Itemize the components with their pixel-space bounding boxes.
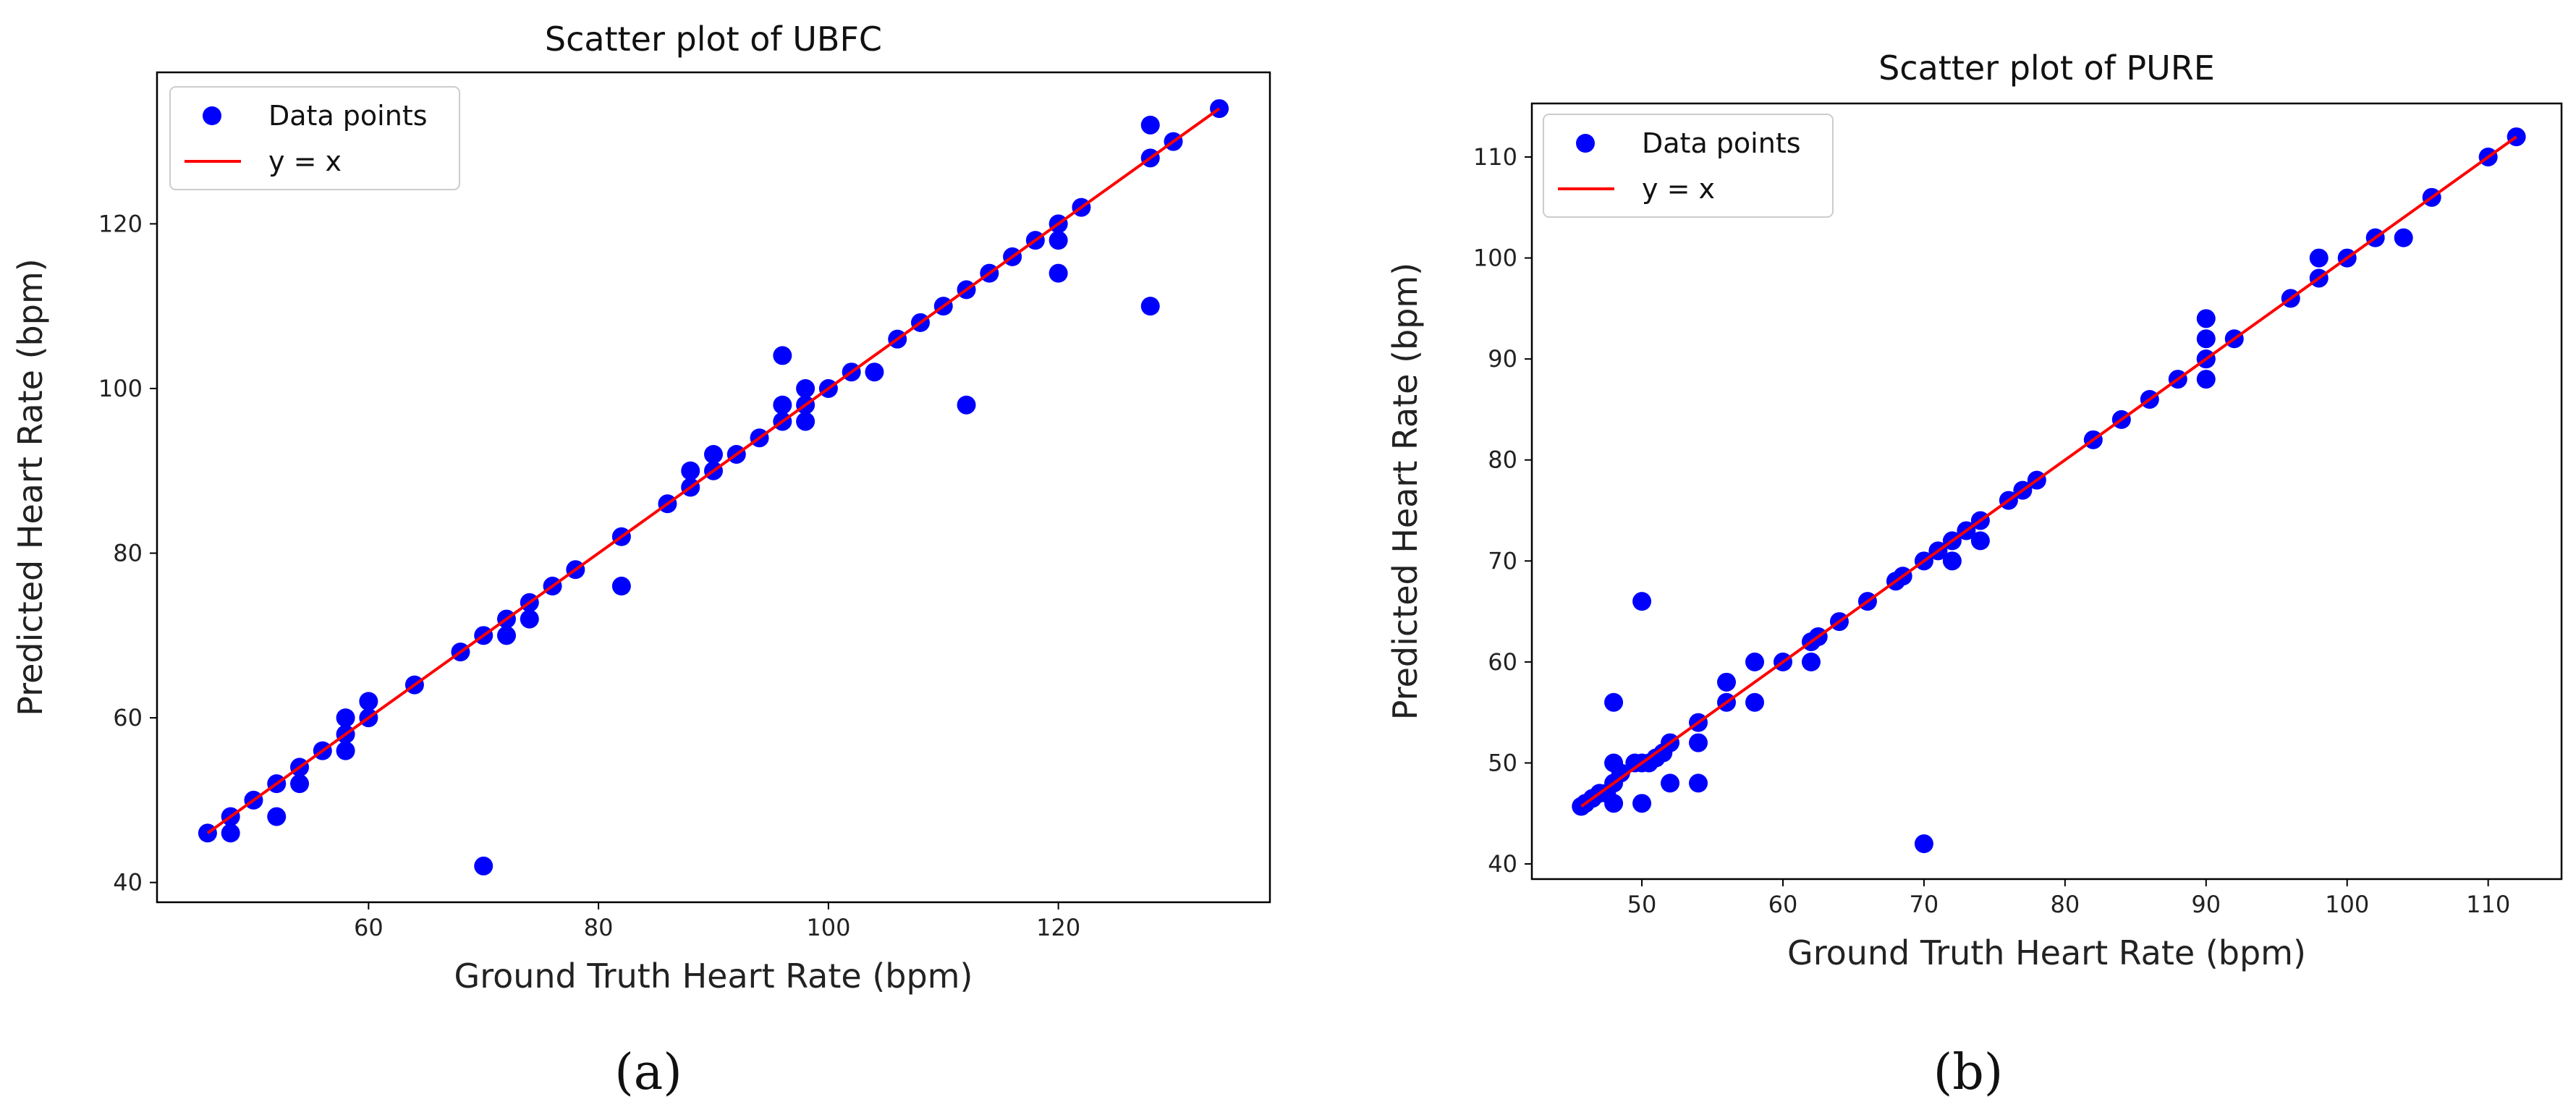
data-point [2196,309,2216,328]
data-point [1604,794,1624,813]
identity-line [1580,135,2517,808]
data-point [1745,692,1764,712]
y-tick-label: 40 [1488,850,1517,878]
y-tick-label: 40 [113,869,143,896]
data-point [520,609,539,629]
legend-label-line: y = x [1642,173,1715,205]
legend-marker-points [203,106,221,125]
legend-box [169,86,460,190]
y-axis-label: Predicted Heart Rate (bpm) [1386,263,1425,720]
x-axis-label: Ground Truth Heart Rate (bpm) [1787,933,2306,972]
data-point [796,412,815,431]
x-tick-label: 120 [1036,914,1080,941]
data-point [773,395,792,415]
data-point [796,378,815,398]
plot-frame [156,71,1271,904]
legend-label-line: y = x [268,145,342,177]
x-tick-label: 110 [2466,891,2510,918]
data-point [267,807,287,826]
data-point [359,692,378,711]
data-point [1140,297,1160,316]
data-point [290,774,310,794]
y-tick-label: 60 [113,704,143,731]
data-point [1632,794,1652,813]
x-tick-label: 80 [2050,891,2080,918]
x-tick-label: 70 [1910,891,1939,918]
data-point [2196,370,2216,389]
data-point [1717,672,1737,692]
data-point [611,577,631,596]
legend-box [1543,114,1834,218]
data-point [497,626,517,645]
y-tick-label: 110 [1473,143,1517,171]
data-point [2196,329,2216,349]
data-point [1632,592,1652,611]
legend-label-points: Data points [1642,127,1801,159]
data-point [2309,248,2329,268]
x-tick-label: 100 [806,914,850,941]
legend-label-points: Data points [268,100,428,132]
panel-caption: (b) [1933,1044,2004,1101]
data-point [1048,263,1068,283]
x-axis-label: Ground Truth Heart Rate (bpm) [454,957,973,996]
data-point [1745,652,1764,671]
data-point [221,823,240,843]
data-point [1942,551,1962,571]
data-point [773,346,792,365]
data-point [1970,531,1990,551]
data-point [1048,231,1068,250]
data-point [865,362,884,382]
y-tick-label: 80 [1488,446,1517,474]
data-point [336,708,355,728]
data-point [1914,834,1933,854]
y-tick-label: 90 [1488,345,1517,373]
panel-caption: (a) [614,1044,682,1101]
y-axis-label: Predicted Heart Rate (bpm) [11,258,50,716]
plot-frame [1530,102,2563,881]
data-point [681,461,700,480]
data-point [957,395,976,415]
data-point [704,444,723,464]
data-point [474,856,493,875]
x-tick-label: 50 [1627,891,1657,918]
x-tick-label: 80 [584,914,614,941]
data-point [1140,115,1160,135]
panel-ubfc: Scatter plot of UBFC 60 80 100 120 40 60 80 100 1… [11,20,1271,1101]
y-tick-label: 100 [98,375,143,402]
x-tick-label: 90 [2191,891,2221,918]
data-point [336,741,355,760]
chart-title: Scatter plot of PURE [1878,48,2215,88]
data-point [1611,763,1630,783]
y-tick-label: 100 [1473,245,1517,272]
y-tick-label: 80 [113,540,143,567]
x-tick-label: 100 [2325,891,2369,918]
identity-line [206,107,1221,835]
y-tick-label: 70 [1488,547,1517,574]
y-tick-label: 120 [98,210,143,237]
legend-marker-points [1576,134,1595,153]
x-tick-label: 60 [354,914,384,941]
x-tick-label: 60 [1768,891,1798,918]
data-point [1661,773,1680,793]
plot-area [1572,127,2526,854]
data-point [2394,228,2413,247]
y-tick-label: 60 [1488,648,1517,676]
data-point [1801,652,1821,671]
data-point [1604,692,1624,712]
chart-title: Scatter plot of UBFC [545,20,882,59]
legend: Data points y = x [169,86,460,190]
panel-pure: Scatter plot of PURE 50 60 70 80 90 100 110 40 50… [1386,48,2563,1101]
data-point [1689,773,1708,793]
plot-area [198,99,1229,875]
y-tick-label: 50 [1488,749,1517,776]
data-point [1689,733,1708,752]
legend: Data points y = x [1543,114,1834,218]
